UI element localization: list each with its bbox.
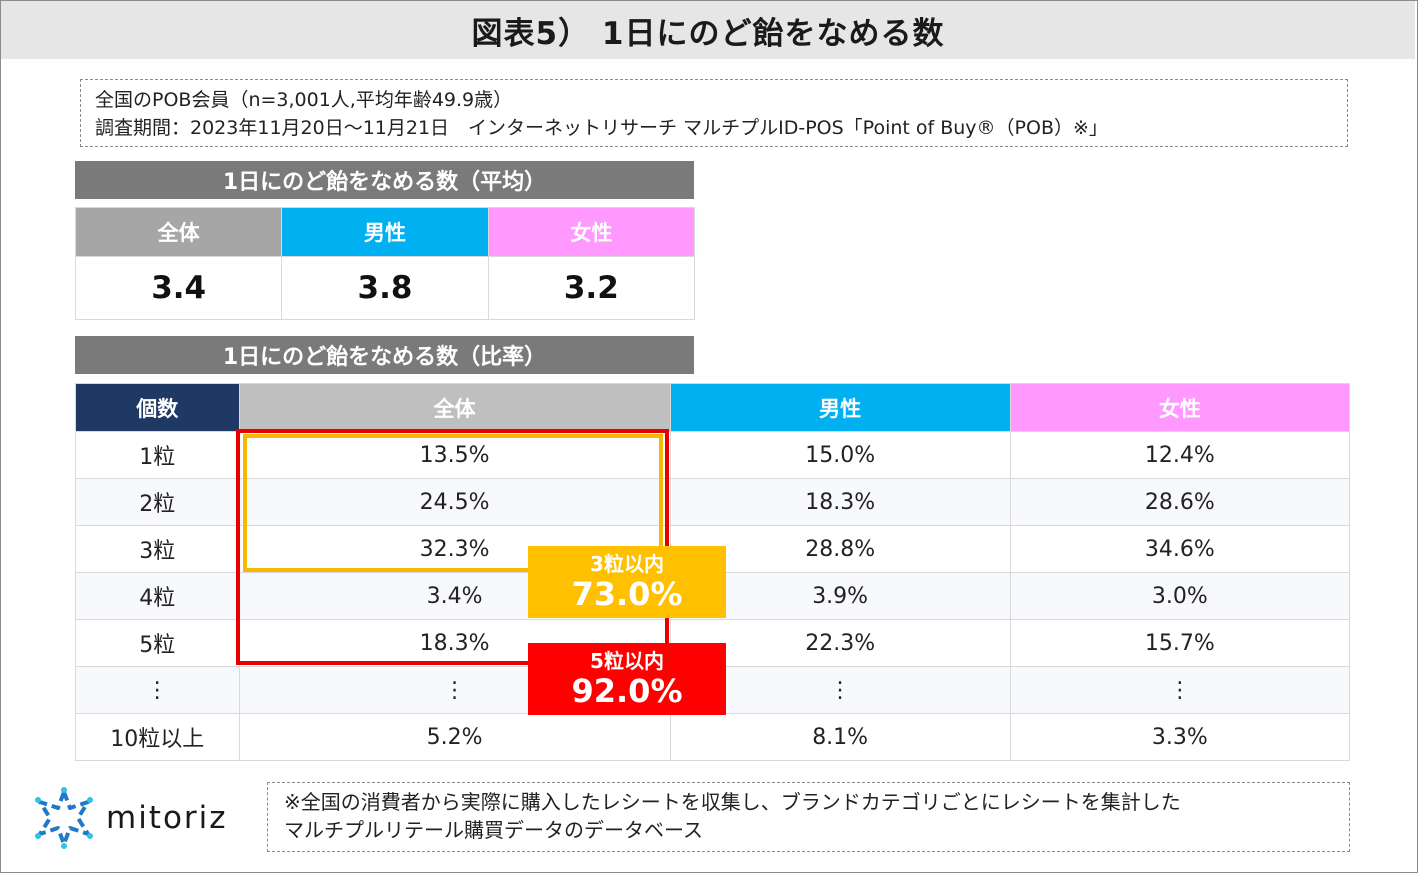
within3-value: 73.0% <box>571 575 683 613</box>
sparkle-logo-icon <box>35 787 93 849</box>
logo-text: mitoriz <box>106 800 228 836</box>
cell-all: 13.5% <box>238 431 671 479</box>
cell-female: 3.3% <box>1009 713 1351 761</box>
cell-all: 24.5% <box>238 478 671 526</box>
footnote-line-2: マルチプルリテール購買データのデータベース <box>284 818 703 842</box>
cell-male: 15.0% <box>669 431 1011 479</box>
cell-male: 8.1% <box>669 713 1011 761</box>
table-row: 2粒 24.5% 18.3% 28.6% <box>75 478 1351 526</box>
cell-male: 3.9% <box>669 572 1011 620</box>
row-label: 4粒 <box>75 572 240 620</box>
survey-info-box: 全国のPOB会員（n=3,001人,平均年齢49.9歳） 調査期間：2023年1… <box>80 79 1348 147</box>
avg-table: 全体 男性 女性 3.4 3.8 3.2 <box>74 207 696 320</box>
ratio-header-male: 男性 <box>669 383 1011 432</box>
within5-value: 92.0% <box>571 672 683 710</box>
within3-highlight-box <box>243 434 663 572</box>
cell-male: ⋮ <box>669 666 1011 714</box>
avg-value-female: 3.2 <box>487 256 696 320</box>
row-label: ⋮ <box>75 666 240 714</box>
cell-female: 28.6% <box>1009 478 1351 526</box>
within3-callout: 3粒以内 73.0% <box>528 546 726 618</box>
cell-male: 22.3% <box>669 619 1011 667</box>
within5-label: 5粒以内 <box>590 649 664 673</box>
ratio-header-female: 女性 <box>1009 383 1351 432</box>
avg-section-heading: 1日にのど飴をなめる数（平均） <box>75 161 694 199</box>
table-row: 10粒以上 5.2% 8.1% 3.3% <box>75 713 1351 761</box>
avg-header-male: 男性 <box>281 207 489 257</box>
avg-header-all: 全体 <box>74 207 283 257</box>
row-label: 3粒 <box>75 525 240 573</box>
row-label: 1粒 <box>75 431 240 479</box>
cell-female: 34.6% <box>1009 525 1351 573</box>
row-label: 5粒 <box>75 619 240 667</box>
cell-male: 28.8% <box>669 525 1011 573</box>
mitoriz-logo: mitoriz <box>32 786 228 850</box>
row-label: 10粒以上 <box>75 713 240 761</box>
survey-info-line-2: 調査期間：2023年11月20日～11月21日 インターネットリサーチ マルチプ… <box>95 117 1108 139</box>
survey-info-line-1: 全国のPOB会員（n=3,001人,平均年齢49.9歳） <box>95 89 513 111</box>
within5-callout: 5粒以内 92.0% <box>528 643 726 715</box>
ratio-section-heading: 1日にのど飴をなめる数（比率） <box>75 336 694 374</box>
avg-header-female: 女性 <box>487 207 696 257</box>
cell-female: ⋮ <box>1009 666 1351 714</box>
row-label: 2粒 <box>75 478 240 526</box>
cell-female: 12.4% <box>1009 431 1351 479</box>
table-row: 1粒 13.5% 15.0% 12.4% <box>75 431 1351 479</box>
cell-all: 5.2% <box>238 713 671 761</box>
ratio-header-count: 個数 <box>75 383 240 432</box>
cell-male: 18.3% <box>669 478 1011 526</box>
ratio-header-all: 全体 <box>238 383 671 432</box>
table-row: 3粒 32.3% 28.8% 34.6% <box>75 525 1351 573</box>
avg-value-male: 3.8 <box>281 256 489 320</box>
page-title: 図表5） 1日にのど飴をなめる数 <box>1 1 1415 59</box>
footnote-box: ※全国の消費者から実際に購入したレシートを収集し、ブランドカテゴリごとにレシート… <box>267 782 1350 852</box>
avg-value-all: 3.4 <box>74 256 283 320</box>
footnote-line-1: ※全国の消費者から実際に購入したレシートを収集し、ブランドカテゴリごとにレシート… <box>284 790 1181 814</box>
within3-label: 3粒以内 <box>590 552 664 576</box>
cell-female: 15.7% <box>1009 619 1351 667</box>
ratio-table: 個数 全体 男性 女性 1粒 13.5% 15.0% 12.4% 2粒 24.5… <box>75 383 1351 761</box>
cell-female: 3.0% <box>1009 572 1351 620</box>
